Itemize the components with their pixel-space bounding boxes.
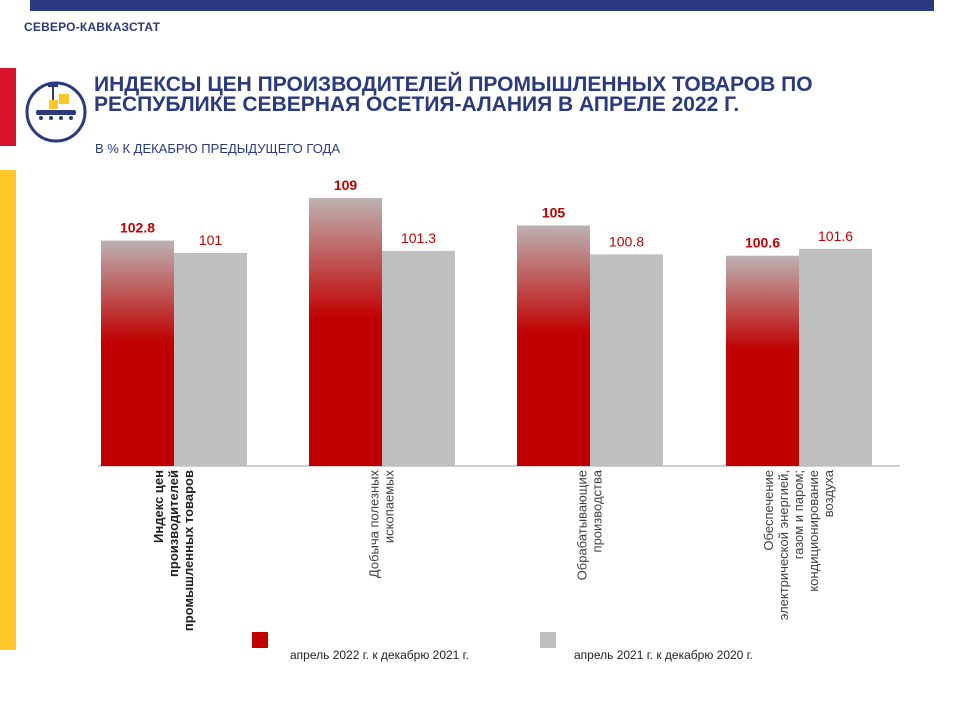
org-name: СЕВЕРО-КАВКАЗСТАТ bbox=[24, 20, 161, 34]
category-label-1: Индекс цен производителей промышленных тов… bbox=[151, 470, 196, 631]
category-label-line: производства bbox=[590, 469, 605, 552]
category-label-line: Обрабатывающие bbox=[575, 470, 590, 580]
page-subtitle: В % К ДЕКАБРЮ ПРЕДЫДУЩЕГО ГОДА bbox=[95, 141, 341, 156]
bar-series-2-2 bbox=[382, 250, 455, 466]
bar-series-1-2 bbox=[309, 198, 382, 466]
category-label-4: Обеспечение электрической энергией, газом … bbox=[761, 469, 836, 620]
category-label-line: Добыча полезных bbox=[367, 470, 382, 579]
category-label-line: Индекс цен bbox=[151, 470, 166, 543]
category-label-line: электрической энергией, bbox=[776, 470, 791, 620]
category-label-line: ископаемых bbox=[382, 470, 397, 544]
accent-stripe-yellow bbox=[0, 170, 16, 650]
legend-swatch-2 bbox=[540, 632, 556, 648]
data-label-series-2-2: 101.3 bbox=[401, 230, 436, 246]
bar-series-2-3 bbox=[590, 254, 663, 466]
category-label-line: кондиционирование bbox=[806, 470, 821, 592]
category-label-line: газом и паром; bbox=[791, 470, 806, 559]
page-title: ИНДЕКСЫ ЦЕН ПРОИЗВОДИТЕЛЕЙ ПРОМЫШЛЕННЫХ … bbox=[94, 73, 813, 116]
category-label-line: промышленных товаров bbox=[181, 470, 196, 631]
legend-label-1: апрель 2022 г. к декабрю 2021 г. bbox=[290, 648, 469, 662]
category-label-line: Обеспечение bbox=[761, 470, 776, 551]
data-label-series-2-1: 101 bbox=[199, 232, 223, 248]
data-label-series-2-4: 101.6 bbox=[818, 228, 853, 244]
data-label-series-1-3: 105 bbox=[542, 204, 566, 220]
legend-swatch-1 bbox=[252, 632, 268, 648]
accent-stripe-red bbox=[0, 68, 16, 146]
bar-series-1-4 bbox=[726, 255, 799, 466]
bar-series-2-1 bbox=[174, 252, 247, 466]
data-label-series-2-3: 100.8 bbox=[609, 233, 644, 249]
factory-conveyor-icon bbox=[25, 81, 87, 143]
category-label-line: производителей bbox=[166, 470, 181, 577]
top-bar bbox=[30, 0, 934, 11]
bar-series-2-4 bbox=[799, 248, 872, 466]
data-label-series-1-1: 102.8 bbox=[120, 220, 155, 236]
data-label-series-1-4: 100.6 bbox=[745, 235, 780, 251]
category-label-2: Добыча полезных ископаемых bbox=[367, 470, 397, 579]
category-label-line: воздуха bbox=[821, 469, 836, 517]
category-label-3: Обрабатывающие производства bbox=[575, 469, 605, 580]
bar-series-1-1 bbox=[101, 240, 174, 466]
legend-label-2: апрель 2021 г. к декабрю 2020 г. bbox=[574, 648, 753, 662]
bar-series-1-3 bbox=[517, 225, 590, 466]
data-label-series-1-2: 109 bbox=[334, 177, 358, 193]
